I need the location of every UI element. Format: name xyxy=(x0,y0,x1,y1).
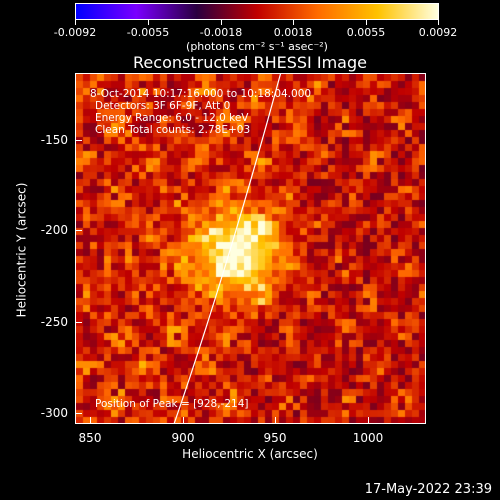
x-tick xyxy=(90,417,91,424)
y-tick xyxy=(75,230,82,231)
y-tick xyxy=(75,413,82,414)
y-axis-label: Heliocentric Y (arcsec) xyxy=(14,182,29,318)
y-tick xyxy=(75,140,82,141)
x-tick xyxy=(275,417,276,424)
x-axis-label: Heliocentric X (arcsec) xyxy=(182,447,318,461)
x-tick-label: 850 xyxy=(78,431,102,445)
image-plot: 8-Oct-2014 10:17:16.000 to 10:18:04.000 … xyxy=(75,73,426,424)
detectors-label: Detectors: 3F 6F-9F, Att 0 xyxy=(95,100,231,112)
colorbar-tick-label: 0.0055 xyxy=(346,26,386,39)
heatmap-image xyxy=(76,74,425,423)
colorbar-tick xyxy=(148,20,149,25)
limb-line xyxy=(173,74,282,423)
colorbar-tick xyxy=(438,20,439,25)
x-tick-label: 1000 xyxy=(352,431,384,445)
footer-date: 17-May-2022 23:39 xyxy=(364,482,492,497)
x-tick-label: 900 xyxy=(171,431,195,445)
x-tick-label: 950 xyxy=(263,431,287,445)
colorbar-tick xyxy=(293,20,294,25)
clean-counts-label: Clean Total counts: 2.78E+03 xyxy=(95,124,251,136)
y-tick xyxy=(75,322,82,323)
x-tick xyxy=(183,417,184,424)
colorbar-tick-label: 0.0018 xyxy=(273,26,313,39)
plot-title: Reconstructed RHESSI Image xyxy=(133,53,367,72)
colorbar-tick xyxy=(75,20,76,25)
y-tick-label: -200 xyxy=(40,223,68,237)
colorbar-tick-label: 0.0092 xyxy=(418,26,458,39)
colorbar xyxy=(75,3,439,20)
y-tick-label: -250 xyxy=(40,315,68,329)
x-tick xyxy=(368,417,369,424)
solar-limb xyxy=(173,74,282,423)
colorbar-tick-label: -0.0018 xyxy=(199,26,243,39)
colorbar-tick-label: -0.0092 xyxy=(53,26,97,39)
colorbar-tick-label: -0.0055 xyxy=(126,26,170,39)
time-range-label: 8-Oct-2014 10:17:16.000 to 10:18:04.000 xyxy=(90,88,312,100)
y-tick-label: -150 xyxy=(40,133,68,147)
colorbar-tick xyxy=(221,20,222,25)
colorbar-units: (photons cm⁻² s⁻¹ asec⁻²) xyxy=(186,40,328,53)
y-tick-label: -300 xyxy=(40,406,68,420)
energy-range-label: Energy Range: 6.0 - 12.0 keV xyxy=(95,112,249,124)
colorbar-tick xyxy=(366,20,367,25)
peak-position-label: Position of Peak = [928,-214] xyxy=(95,398,249,410)
